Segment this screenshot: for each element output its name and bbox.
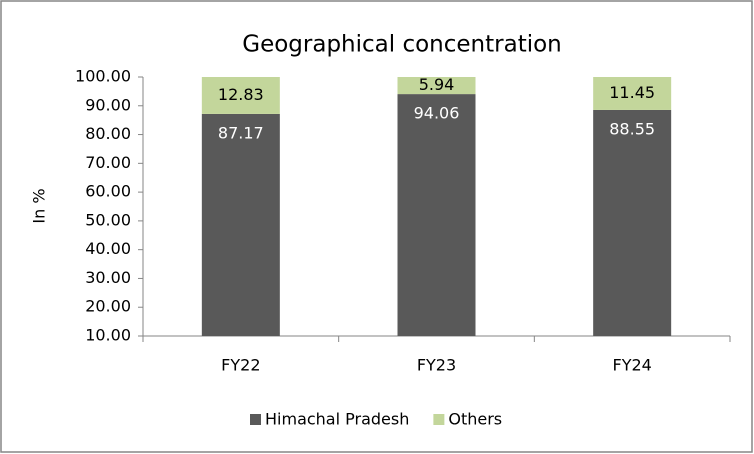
value-label: 5.94 (419, 75, 455, 94)
bar-segment (201, 113, 280, 336)
legend-swatch (433, 414, 445, 425)
chart-title: Geographical concentration (242, 32, 562, 58)
x-tick-label: FY22 (221, 356, 260, 375)
value-label: 94.06 (414, 104, 460, 123)
legend-label: Others (448, 410, 502, 429)
x-tick-label: FY23 (417, 356, 456, 375)
bar-segment (593, 109, 672, 336)
y-tick-label: 10.00 (85, 326, 131, 345)
x-tick-label: FY24 (612, 356, 651, 375)
y-tick-label: 30.00 (85, 268, 131, 287)
y-tick-label: 50.00 (85, 210, 131, 229)
y-tick-label: 60.00 (85, 182, 131, 201)
legend-swatch (250, 414, 261, 425)
bar-segment (593, 77, 672, 110)
y-tick-label: 40.00 (85, 239, 131, 258)
value-label: 12.83 (218, 85, 264, 104)
y-axis-label: In % (30, 188, 49, 223)
bar-segment (201, 77, 280, 114)
y-tick-label: 90.00 (85, 95, 131, 114)
legend-label: Himachal Pradesh (265, 410, 409, 429)
y-tick-label: 100.00 (75, 67, 131, 86)
value-label: 87.17 (218, 123, 264, 142)
y-tick-label: 70.00 (85, 153, 131, 172)
value-label: 11.45 (609, 83, 655, 102)
bar-segment (397, 77, 476, 95)
y-tick-label: 20.00 (85, 297, 131, 316)
bar-segment (397, 94, 476, 337)
y-tick-label: 80.00 (85, 124, 131, 143)
value-label: 88.55 (609, 119, 655, 138)
